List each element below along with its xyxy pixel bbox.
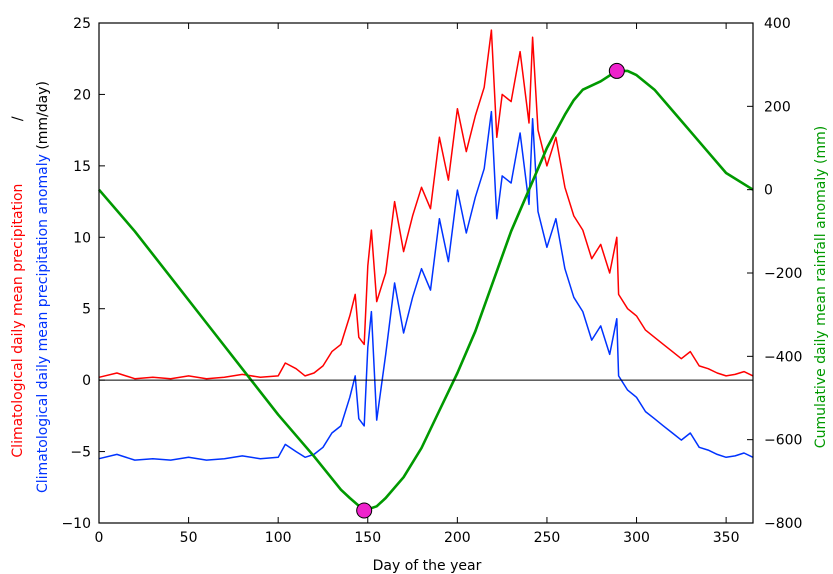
y-axis-title-left-line1: Climatological daily mean precipitation … [10,116,26,457]
y-right-tick-label: 400 [764,16,791,32]
x-tick-label: 200 [444,530,471,546]
y-right-tick-label: 200 [764,99,791,115]
x-axis-title: Day of the year [373,558,482,574]
y-axis-title-units: (mm/day) [35,81,51,150]
y-right-tick-label: −600 [764,433,802,449]
y-axis-title-precip: Climatological daily mean precipitation [10,184,26,458]
y-right-tick-label: −400 [764,349,802,365]
y-left-tick-label: 5 [82,302,91,318]
y-left-tick-label: −10 [61,516,91,532]
y-left-tick-label: 15 [73,159,91,175]
y-right-tick-label: −200 [764,266,802,282]
y-axis-title-left-line2: Climatological daily mean precipitation … [35,81,51,493]
y-left-tick-label: 20 [73,87,91,103]
extremum-markers [356,62,625,519]
y-left-tick-label: 0 [82,373,91,389]
y-right-tick-label: −800 [764,516,802,532]
x-tick-label: 100 [265,530,292,546]
minimum-marker [356,502,373,519]
cumulative-line [98,69,754,512]
y-left-tick-label: −5 [70,445,91,461]
y-axis-title-anomaly: Climatological daily mean precipitation … [35,154,51,493]
precipitation-line [98,29,754,380]
y-axis-title-slash: / [10,116,26,121]
y-left-tick-label: 25 [73,16,91,32]
axis-ticks [98,22,753,524]
data-lines [98,29,754,512]
tick-labels: 0 50 100 150 200 250 300 350 −10 −5 0 5 10 15 20 25 −800… [61,16,802,546]
maximum-marker [608,62,625,79]
plot-frame [98,22,754,524]
x-tick-label: 300 [623,530,650,546]
x-tick-label: 150 [354,530,381,546]
x-tick-label: 250 [534,530,561,546]
x-tick-label: 50 [180,530,198,546]
anomaly-line [98,110,754,461]
plot-border [98,22,754,524]
y-axis-title-right: Cumulative daily mean rainfall anomaly (… [813,126,829,448]
x-tick-label: 0 [95,530,104,546]
y-left-tick-label: 10 [73,230,91,246]
y-right-tick-label: 0 [764,183,773,199]
x-tick-label: 350 [713,530,740,546]
